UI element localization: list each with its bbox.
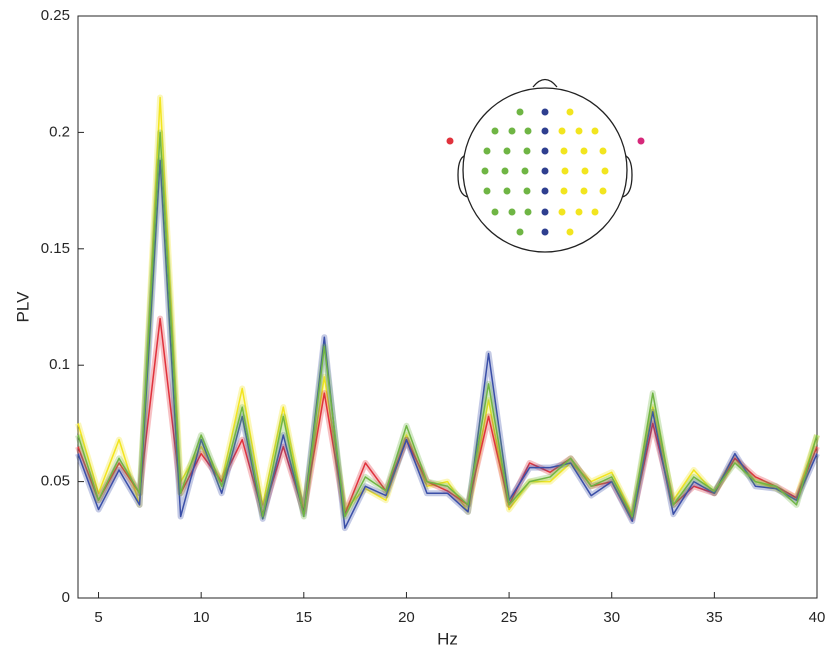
y-tick-label: 0.1 bbox=[49, 356, 70, 373]
electrode bbox=[580, 187, 588, 195]
electrode bbox=[601, 167, 609, 175]
electrode bbox=[558, 127, 566, 135]
electrode bbox=[481, 167, 489, 175]
electrode bbox=[541, 127, 549, 135]
electrode bbox=[516, 228, 524, 236]
series-line bbox=[77, 96, 818, 515]
electrode bbox=[523, 187, 531, 195]
y-tick-label: 0.2 bbox=[49, 123, 70, 140]
electrode bbox=[503, 187, 511, 195]
electrode bbox=[541, 187, 549, 195]
electrode bbox=[566, 108, 574, 116]
electrode bbox=[560, 147, 568, 155]
reference-electrode bbox=[446, 137, 454, 145]
x-tick-label: 30 bbox=[603, 609, 620, 626]
electrode bbox=[558, 208, 566, 216]
electrode bbox=[503, 147, 511, 155]
electrode bbox=[516, 108, 524, 116]
series-line bbox=[77, 131, 818, 518]
electrode bbox=[491, 127, 499, 135]
y-tick-label: 0.15 bbox=[41, 240, 70, 257]
x-tick-label: 40 bbox=[809, 609, 826, 626]
x-tick-label: 10 bbox=[193, 609, 210, 626]
series-band bbox=[75, 94, 820, 518]
electrode bbox=[501, 167, 509, 175]
y-tick-label: 0 bbox=[62, 589, 70, 606]
x-tick-label: 25 bbox=[501, 609, 518, 626]
electrode bbox=[599, 147, 607, 155]
x-tick-label: 15 bbox=[295, 609, 312, 626]
electrode bbox=[483, 187, 491, 195]
series-line bbox=[77, 159, 818, 529]
reference-electrode bbox=[637, 137, 645, 145]
electrode bbox=[575, 127, 583, 135]
electrode bbox=[541, 167, 549, 175]
electrode bbox=[591, 208, 599, 216]
y-tick-label: 0.25 bbox=[41, 7, 70, 24]
plot-frame bbox=[77, 15, 818, 599]
electrode bbox=[483, 147, 491, 155]
electrode bbox=[523, 147, 531, 155]
electrode bbox=[560, 187, 568, 195]
y-axis-label: PLV bbox=[13, 291, 32, 323]
x-tick-label: 20 bbox=[398, 609, 415, 626]
series-line bbox=[77, 317, 818, 520]
electrode bbox=[491, 208, 499, 216]
electrode bbox=[541, 108, 549, 116]
electrode bbox=[580, 147, 588, 155]
electrode bbox=[521, 167, 529, 175]
series-band bbox=[75, 129, 820, 520]
x-axis-label: Hz bbox=[437, 629, 458, 648]
electrode bbox=[561, 167, 569, 175]
electrode bbox=[541, 228, 549, 236]
electrode bbox=[575, 208, 583, 216]
x-tick-label: 5 bbox=[94, 609, 102, 626]
head-topography bbox=[446, 78, 645, 253]
electrode bbox=[581, 167, 589, 175]
electrode bbox=[508, 127, 516, 135]
plot-area: 0 0.05 0.1 0.15 0.2 0.25 5 10 15 20 25 30 35 40 Hz PLV bbox=[13, 7, 825, 649]
electrode bbox=[566, 228, 574, 236]
electrode bbox=[541, 147, 549, 155]
y-tick-label: 0.05 bbox=[41, 473, 70, 490]
electrode bbox=[591, 127, 599, 135]
head-nose bbox=[532, 78, 558, 88]
electrode bbox=[524, 208, 532, 216]
electrode bbox=[541, 208, 549, 216]
electrode bbox=[508, 208, 516, 216]
electrode bbox=[524, 127, 532, 135]
x-tick-label: 35 bbox=[706, 609, 723, 626]
electrode bbox=[599, 187, 607, 195]
